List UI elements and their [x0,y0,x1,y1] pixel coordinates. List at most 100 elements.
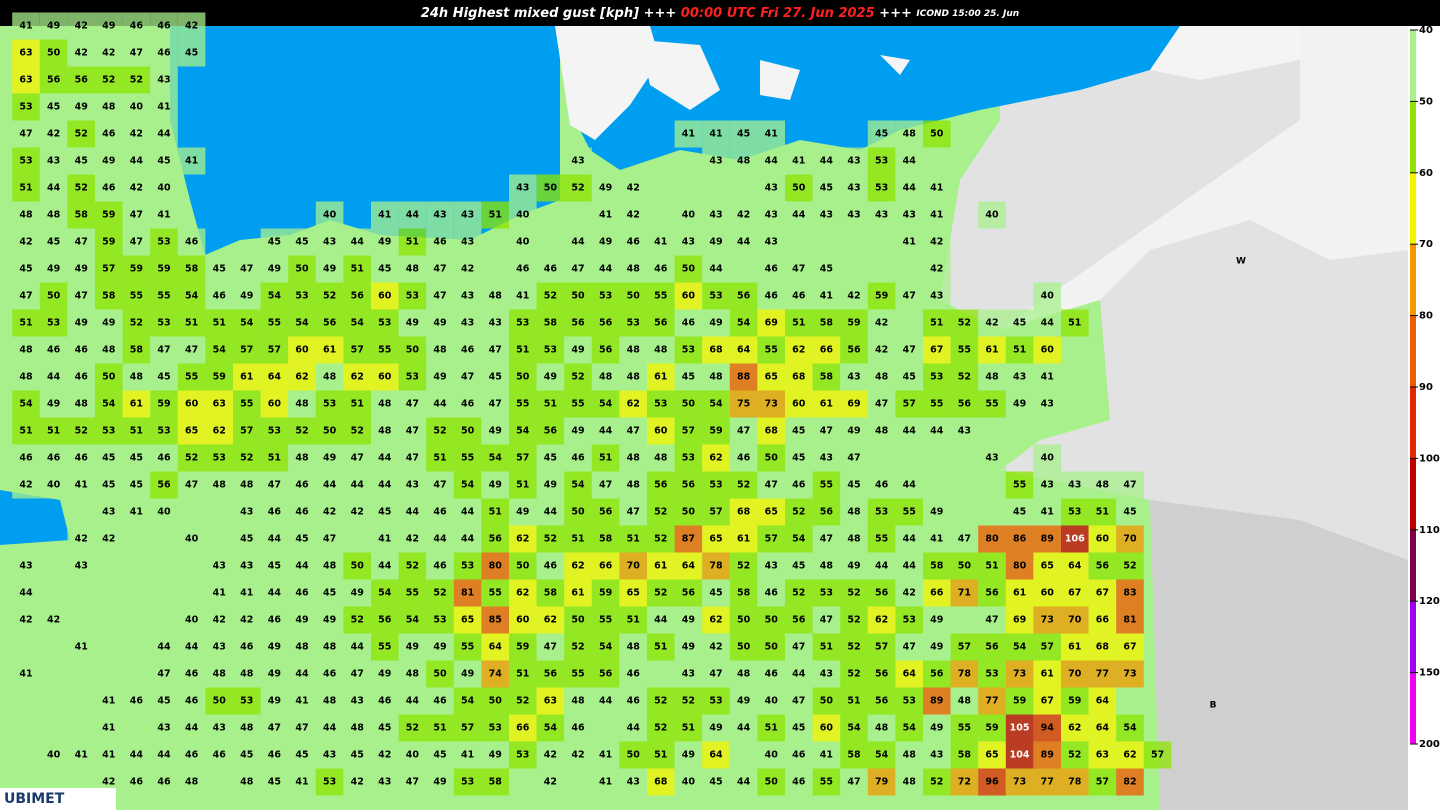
gust-cell [39,417,68,445]
gust-value: 67 [1096,588,1109,599]
gust-value: 47 [737,426,750,437]
gust-value: 56 [1096,561,1110,572]
gust-cell [426,309,454,337]
gust-cell [978,606,1006,634]
gust-cell [812,336,841,364]
gust-value: 50 [737,615,751,626]
gust-cell [426,768,454,796]
gust-value: 52 [958,372,971,383]
gust-value: 52 [654,588,667,599]
gust-cell [343,687,371,715]
gust-value: 53 [875,507,888,518]
gust-value: 77 [1041,777,1054,788]
gust-cell [867,174,896,202]
gust-cell [343,498,371,526]
gust-cell [812,552,841,580]
gust-cell [481,714,509,742]
gust-cell [150,201,178,229]
gust-cell [315,282,344,310]
title-part: 24h Highest mixed gust [kph] +++ [421,6,681,21]
gust-cell [536,687,565,715]
gust-cell [398,201,427,229]
gust-value: 44 [709,264,723,275]
gust-cell [591,228,620,256]
gust-value: 50 [765,453,779,464]
gust-value: 87 [682,534,695,545]
gust-value: 46 [240,642,254,653]
gust-value: 64 [1096,723,1110,734]
gust-value: 47 [489,399,502,410]
gust-value: 50 [516,372,530,383]
gust-value: 52 [654,723,667,734]
gust-value: 48 [240,669,254,680]
gust-cell [288,579,316,607]
gust-cell [95,363,123,391]
gust-value: 43 [75,561,88,572]
gust-value: 48 [323,696,337,707]
gust-value: 54 [599,642,613,653]
gust-cell [674,741,703,769]
gust-cell [177,282,206,310]
gust-cell [150,741,178,769]
gust-cell [591,309,620,337]
gust-cell [39,309,68,337]
gust-cell [122,768,151,796]
gust-cell [205,363,233,391]
gust-cell [812,471,841,499]
gust-cell [564,498,592,526]
gust-cell [812,606,841,634]
gust-cell [205,255,233,283]
gust-value: 58 [737,588,751,599]
legend-swatch [1410,315,1416,387]
gust-cell [122,282,151,310]
gust-cell [371,579,399,607]
gust-value: 46 [765,588,779,599]
gust-cell [1033,525,1061,553]
gust-value: 89 [1041,750,1054,761]
gust-cell [398,525,427,553]
gust-cell [564,228,592,256]
gust-cell [371,606,399,634]
gust-cell [895,120,923,148]
gust-cell [536,552,565,580]
gust-value: 54 [461,696,475,707]
gust-value: 48 [737,669,751,680]
gust-cell [923,390,951,418]
gust-cell [895,498,923,526]
gust-value: 58 [958,750,972,761]
gust-cell [481,660,509,688]
gust-cell [315,552,344,580]
gust-cell [39,12,68,40]
gust-value: 46 [627,237,641,248]
gust-value: 49 [571,345,584,356]
gust-value: 41 [378,534,391,545]
gust-cell [1033,660,1061,688]
gust-value: 43 [627,777,640,788]
gust-cell [867,660,896,688]
gust-value: 42 [461,264,474,275]
gust-cell [812,417,841,445]
gust-cell [1061,714,1089,742]
gust-cell [177,633,206,661]
gust-cell [481,741,509,769]
gust-cell [315,660,344,688]
gust-cell [205,390,233,418]
gust-value: 51 [185,318,198,329]
gust-cell [840,606,868,634]
terrain-light [1000,26,1408,330]
gust-cell [481,201,509,229]
gust-cell [564,336,592,364]
gust-value: 44 [903,480,917,491]
gust-value: 54 [599,399,613,410]
gust-value: 73 [765,399,778,410]
gust-value: 52 [1068,750,1081,761]
gust-value: 47 [847,453,860,464]
north-sea [170,26,560,255]
gust-value: 44 [544,507,558,518]
gust-cell [702,390,730,418]
gust-value: 48 [378,399,392,410]
gust-value: 48 [903,777,917,788]
gust-cell [39,390,68,418]
gust-cell [1088,552,1117,580]
gust-cell [315,417,344,445]
